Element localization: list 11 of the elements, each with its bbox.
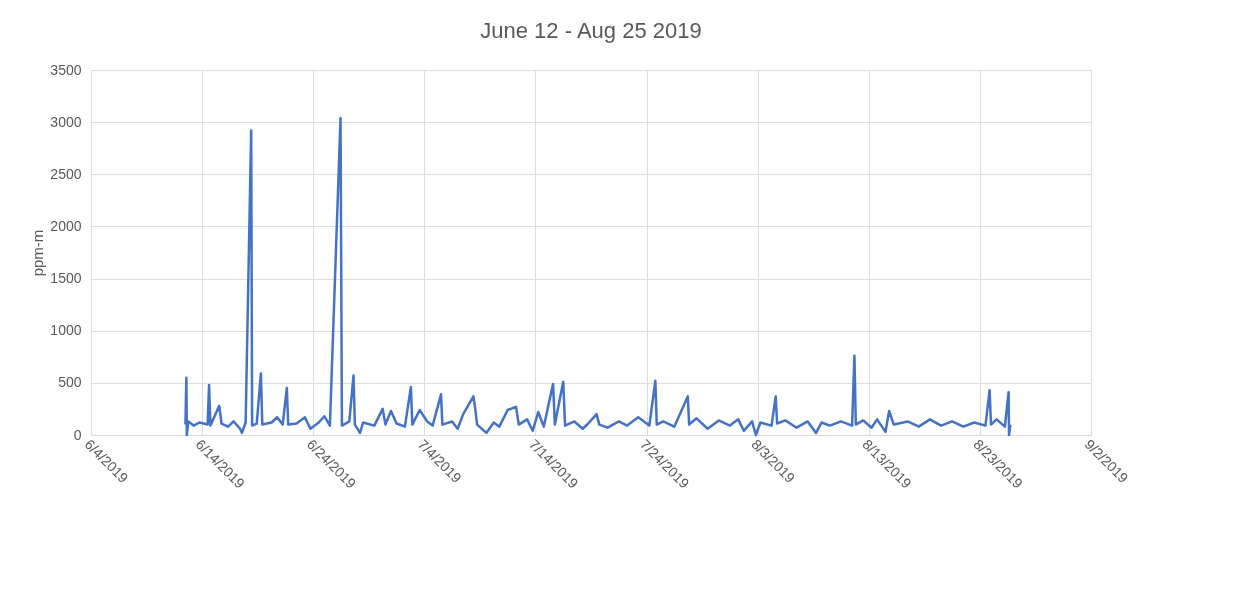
y-tick-label: 2000 [50, 217, 82, 234]
y-tick-label: 3000 [50, 113, 82, 130]
y-tick-label: 2500 [50, 165, 82, 182]
chart-title: June 12 - Aug 25 2019 [480, 18, 702, 43]
y-tick-label: 0 [73, 426, 82, 443]
y-tick-label: 1500 [50, 270, 82, 287]
y-tick-label: 3500 [50, 61, 82, 78]
y-tick-label: 1000 [50, 322, 82, 339]
line-series [184, 116, 1012, 437]
y-axis-title: ppm-m [29, 229, 47, 277]
y-tick-label: 500 [58, 374, 82, 391]
